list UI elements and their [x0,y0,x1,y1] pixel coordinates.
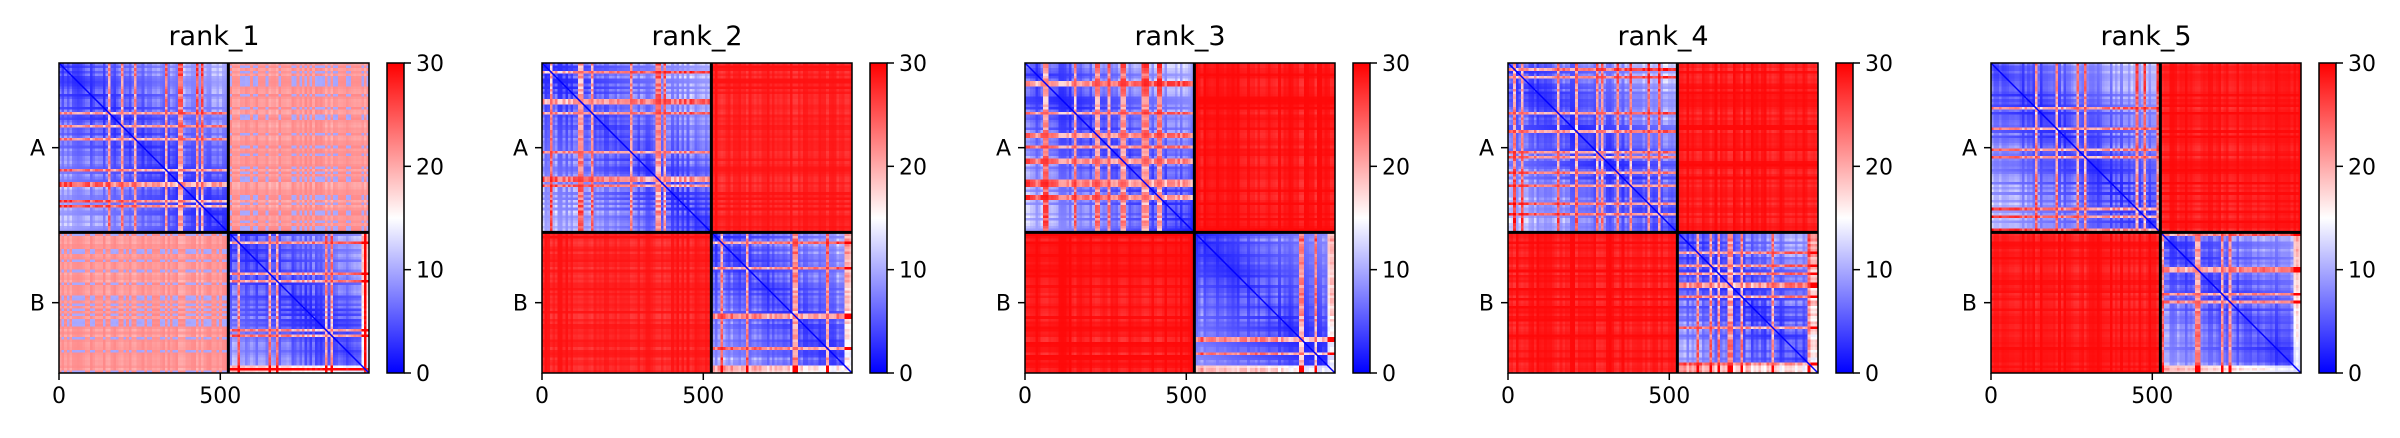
x-tick-label: 0 [535,384,549,409]
chain-label-B: B [513,292,528,317]
x-tick-label: 500 [1648,384,1690,409]
colorbar-tick-label: 0 [2348,362,2362,387]
colorbar-frame [1352,62,1371,374]
x-tick-label: 500 [682,384,724,409]
colorbar-frame [2318,62,2337,374]
colorbar-tick-label: 20 [2348,155,2376,180]
colorbar-tick-label: 10 [899,259,927,284]
colorbar-tick-label: 0 [1865,362,1879,387]
colorbar-tick-label: 10 [1865,259,1893,284]
colorbar-tick-label: 10 [416,259,444,284]
x-tick-label: 0 [52,384,66,409]
colorbar-tick-label: 0 [899,362,913,387]
colorbar [1353,63,1370,373]
colorbar-tick-label: 20 [416,155,444,180]
heatmap-frame [1024,62,1336,374]
chain-label-B: B [30,292,45,317]
chain-label-A: A [30,137,45,162]
colorbar-tick-label: 30 [2348,52,2376,77]
chain-label-B: B [1962,292,1977,317]
panel-title: rank_2 [651,21,742,52]
x-tick-label: 500 [2131,384,2173,409]
colorbar-frame [386,62,405,374]
x-tick-label: 500 [1165,384,1207,409]
colorbar-frame [1835,62,1854,374]
colorbar-tick-label: 0 [416,362,430,387]
x-tick-label: 0 [1018,384,1032,409]
colorbar-tick-label: 30 [1865,52,1893,77]
heatmap-frame [541,62,853,374]
colorbar-tick-label: 20 [899,155,927,180]
colorbar-tick-label: 10 [2348,259,2376,284]
x-tick-label: 0 [1501,384,1515,409]
heatmap-frame [1507,62,1819,374]
colorbar-tick-label: 30 [1382,52,1410,77]
x-tick-label: 0 [1984,384,1998,409]
colorbar-tick-label: 20 [1382,155,1410,180]
chain-label-A: A [1962,137,1977,162]
panel-title: rank_4 [1617,21,1708,52]
colorbar-tick-label: 0 [1382,362,1396,387]
panel-rank_4: rank_4 0 500 A B 0 10 20 30 [1479,21,1893,409]
diagonal-line [1507,62,1819,374]
diagonal-line [541,62,853,374]
diagonal-line [58,62,370,374]
colorbar [387,63,404,373]
panel-rank_5: rank_5 0 500 A B 0 10 20 30 [1962,21,2376,409]
colorbar [870,63,887,373]
colorbar-tick-label: 30 [899,52,927,77]
chain-label-B: B [1479,292,1494,317]
colorbar-tick-label: 10 [1382,259,1410,284]
chain-label-B: B [996,292,1011,317]
colorbar-frame [869,62,888,374]
heatmap-frame [1990,62,2302,374]
colorbar [2319,63,2336,373]
panel-title: rank_1 [168,21,259,52]
x-tick-label: 500 [199,384,241,409]
panel-title: rank_5 [2100,21,2191,52]
colorbar [1836,63,1853,373]
heatmap-frame [58,62,370,374]
panel-rank_1: rank_1 0 500 A B 0 10 20 30 [30,21,444,409]
diagonal-line [1990,62,2302,374]
panel-title: rank_3 [1134,21,1225,52]
colorbar-tick-label: 30 [416,52,444,77]
panel-rank_2: rank_2 0 500 A B 0 10 20 30 [513,21,927,409]
chain-label-A: A [513,137,528,162]
chain-label-A: A [996,137,1011,162]
panel-rank_3: rank_3 0 500 A B 0 10 20 30 [996,21,1410,409]
chain-label-A: A [1479,137,1494,162]
diagonal-line [1024,62,1336,374]
colorbar-tick-label: 20 [1865,155,1893,180]
